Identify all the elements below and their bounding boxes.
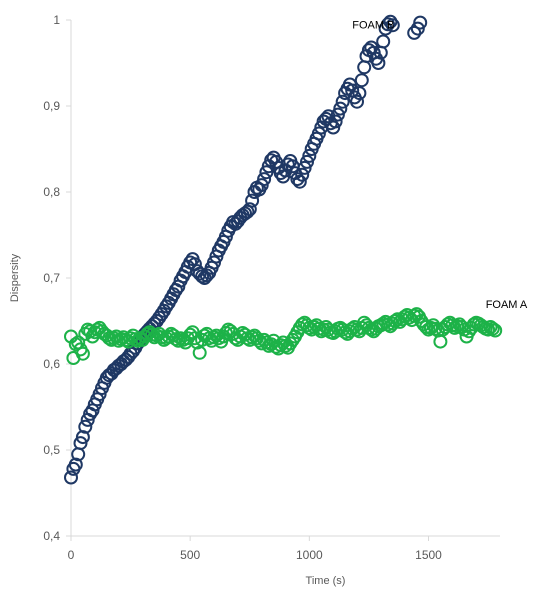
data-point bbox=[357, 60, 372, 75]
data-point bbox=[240, 204, 255, 219]
series-foam-a bbox=[64, 307, 503, 365]
data-point bbox=[345, 83, 360, 98]
data-point bbox=[350, 94, 364, 109]
data-point bbox=[352, 86, 367, 101]
y-tick-label: 0,6 bbox=[43, 357, 60, 371]
data-point bbox=[71, 335, 86, 350]
data-point bbox=[385, 18, 400, 33]
data-point bbox=[78, 419, 93, 434]
data-point bbox=[99, 328, 114, 343]
data-point bbox=[99, 370, 114, 385]
x-tick-label: 1500 bbox=[415, 548, 442, 562]
data-point bbox=[328, 114, 343, 129]
data-point bbox=[433, 334, 448, 349]
data-point bbox=[466, 317, 481, 332]
y-tick-label: 1 bbox=[53, 13, 60, 27]
data-point bbox=[128, 332, 143, 347]
data-point bbox=[409, 307, 424, 322]
data-point bbox=[68, 457, 83, 472]
data-point bbox=[130, 333, 145, 348]
data-point bbox=[64, 470, 78, 485]
data-point bbox=[207, 330, 221, 345]
data-point bbox=[485, 321, 500, 336]
data-point bbox=[407, 25, 422, 40]
series-annotation: FOAM B bbox=[352, 20, 394, 32]
data-point bbox=[371, 56, 386, 70]
data-point bbox=[342, 77, 357, 92]
x-tick-label: 0 bbox=[68, 548, 75, 562]
x-axis-ticks: 0 500 1000 1500 bbox=[68, 536, 442, 562]
data-point bbox=[192, 345, 207, 360]
data-point bbox=[292, 174, 307, 189]
data-point bbox=[488, 323, 503, 338]
y-tick-label: 0,9 bbox=[43, 99, 60, 113]
x-tick-label: 1000 bbox=[296, 548, 323, 562]
data-point bbox=[445, 318, 460, 333]
data-point bbox=[75, 346, 90, 361]
x-tick-label: 500 bbox=[180, 548, 200, 562]
y-tick-label: 0,8 bbox=[43, 185, 60, 199]
y-tick-label: 0,4 bbox=[43, 529, 60, 543]
data-point bbox=[450, 319, 465, 334]
y-axis-ticks: 0,4 0,5 0,6 0,7 0,8 0,9 1 bbox=[43, 13, 71, 543]
data-point bbox=[273, 338, 288, 353]
data-point bbox=[413, 15, 428, 30]
y-tick-label: 0,5 bbox=[43, 443, 60, 457]
data-point bbox=[333, 101, 348, 116]
data-point bbox=[145, 327, 159, 342]
series-annotation: FOAM A bbox=[486, 299, 528, 311]
data-point bbox=[335, 94, 350, 109]
data-point bbox=[300, 154, 314, 169]
data-point bbox=[462, 324, 476, 339]
data-point bbox=[245, 193, 260, 208]
y-axis-label: Dispersity bbox=[9, 253, 21, 302]
data-point bbox=[149, 314, 164, 328]
data-point bbox=[242, 202, 257, 217]
annotations: FOAM B FOAM A bbox=[352, 20, 528, 312]
data-point bbox=[302, 148, 317, 163]
data-point bbox=[257, 172, 272, 187]
x-axis-label: Time (s) bbox=[306, 575, 346, 587]
axes: 0,4 0,5 0,6 0,7 0,8 0,9 1 0 500 1000 1500 Dispers… bbox=[9, 13, 500, 587]
data-point bbox=[428, 321, 443, 336]
data-point bbox=[354, 73, 369, 88]
data-point bbox=[295, 167, 310, 182]
series-foam-b bbox=[64, 14, 428, 485]
data-point bbox=[376, 34, 391, 49]
data-point bbox=[75, 430, 90, 445]
series-layer bbox=[64, 14, 503, 485]
data-point bbox=[381, 17, 395, 32]
data-point bbox=[345, 321, 360, 336]
y-tick-label: 0,7 bbox=[43, 271, 60, 285]
